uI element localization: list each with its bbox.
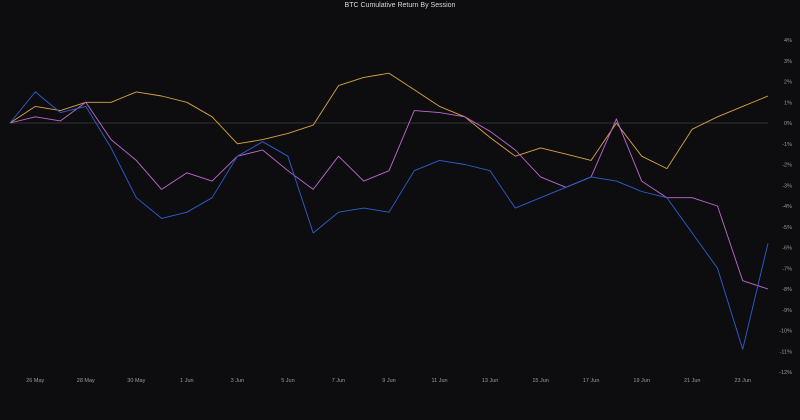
y-tick-label: -11% — [780, 349, 793, 355]
y-tick-label: -4% — [782, 204, 792, 210]
y-tick-label: -2% — [782, 163, 792, 169]
x-tick-label: 3 Jun — [231, 378, 244, 384]
series-line-2 — [9, 91, 769, 350]
y-tick-label: 0% — [784, 121, 792, 127]
x-tick-label: 30 May — [127, 378, 145, 384]
y-tick-label: -9% — [782, 308, 792, 314]
x-tick-label: 23 Jun — [734, 378, 751, 384]
y-tick-label: -3% — [782, 183, 792, 189]
y-tick-label: -1% — [782, 142, 792, 148]
x-tick-label: 7 Jun — [332, 378, 345, 384]
x-tick-label: 9 Jun — [382, 378, 395, 384]
y-tick-label: 1% — [784, 100, 792, 106]
x-tick-label: 5 Jun — [281, 378, 294, 384]
series-line-0 — [9, 72, 769, 170]
y-tick-label: -8% — [782, 287, 792, 293]
x-tick-label: 28 May — [77, 378, 95, 384]
y-tick-label: -7% — [782, 266, 792, 272]
x-axis-ticks: 26 May 28 May 30 May 1 Jun 3 Jun 5 Jun 7 Jun 9 … — [26, 378, 751, 384]
y-axis-ticks: 4% 3% 2% 1% 0% -1% -2% -3% -4% -5% -6% -7% -8% -9% -10… — [779, 38, 792, 376]
x-tick-label: 13 Jun — [482, 378, 499, 384]
y-tick-label: -5% — [782, 225, 792, 231]
x-tick-label: 26 May — [26, 378, 44, 384]
y-tick-label: -6% — [782, 246, 792, 252]
x-tick-label: 17 Jun — [583, 378, 600, 384]
series-line-1 — [9, 101, 769, 290]
x-tick-label: 15 Jun — [532, 378, 549, 384]
y-tick-label: 4% — [784, 38, 792, 44]
series-layer — [9, 72, 769, 350]
y-tick-label: -10% — [779, 329, 792, 335]
x-tick-label: 21 Jun — [684, 378, 701, 384]
x-tick-label: 11 Jun — [431, 378, 447, 384]
y-tick-label: -12% — [779, 370, 792, 376]
x-tick-label: 1 Jun — [180, 378, 193, 384]
x-tick-label: 19 Jun — [633, 378, 650, 384]
y-tick-label: 3% — [784, 59, 792, 65]
chart-title: BTC Cumulative Return By Session — [344, 2, 456, 9]
y-tick-label: 2% — [784, 80, 792, 86]
